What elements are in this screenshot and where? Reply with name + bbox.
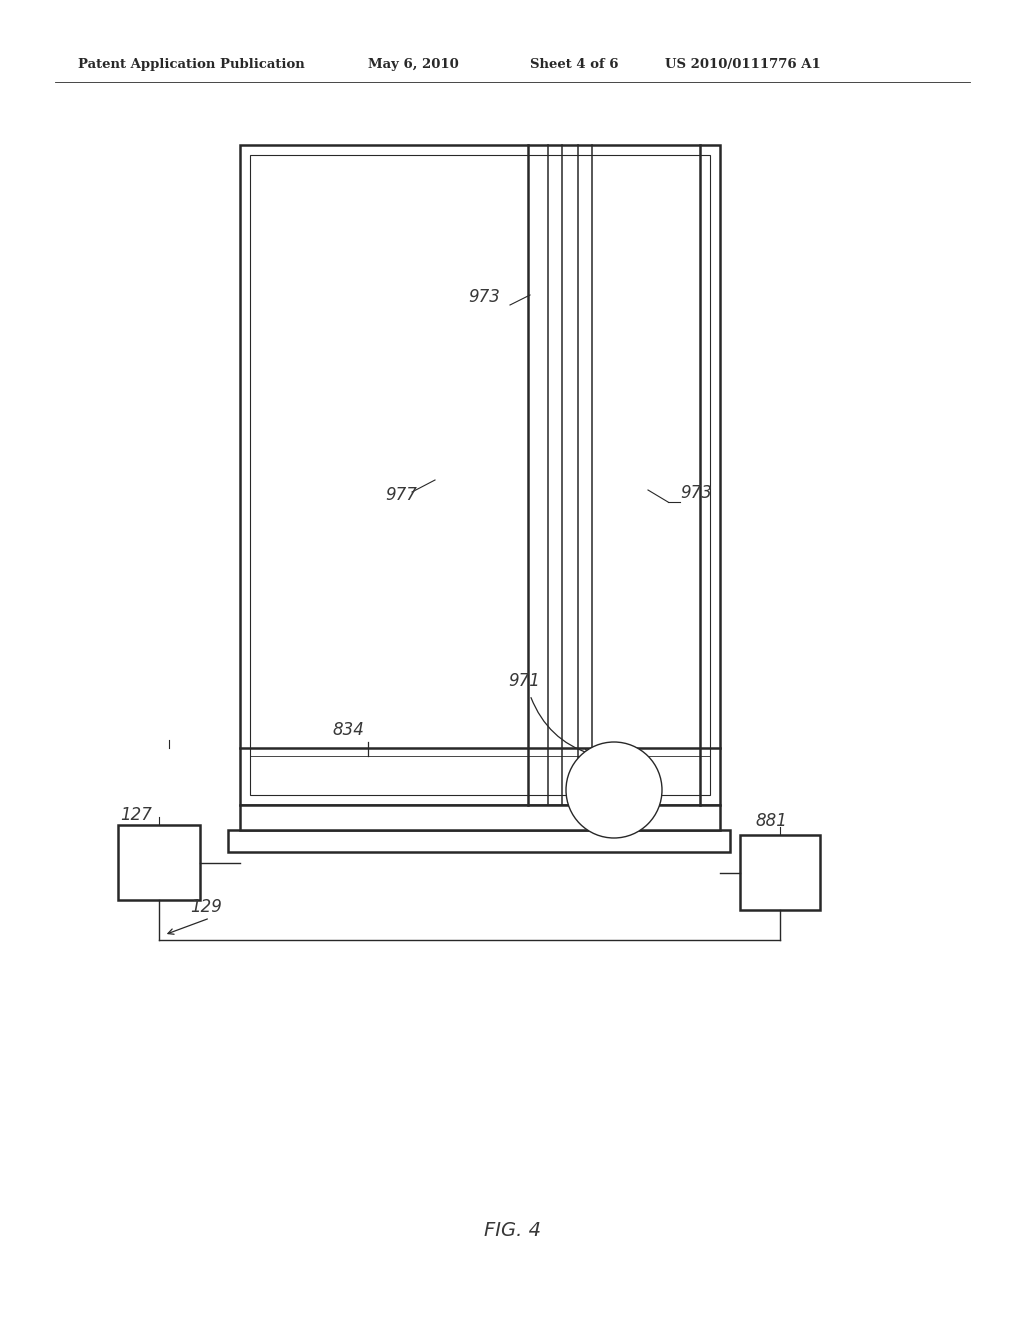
Circle shape <box>566 742 662 838</box>
Bar <box>240 145 720 805</box>
Text: 973: 973 <box>680 484 712 502</box>
Bar <box>228 830 730 851</box>
Text: May 6, 2010: May 6, 2010 <box>368 58 459 71</box>
Text: 977: 977 <box>385 486 417 504</box>
Bar <box>118 825 200 900</box>
Bar <box>740 836 820 909</box>
Bar <box>250 154 710 795</box>
Text: 973: 973 <box>468 288 500 306</box>
Text: 129: 129 <box>190 898 222 916</box>
Text: 127: 127 <box>120 807 152 824</box>
Text: 971: 971 <box>508 672 540 690</box>
Bar <box>240 805 720 830</box>
Text: 881: 881 <box>755 812 786 830</box>
Text: Patent Application Publication: Patent Application Publication <box>78 58 305 71</box>
Text: 834: 834 <box>332 721 364 739</box>
Text: Sheet 4 of 6: Sheet 4 of 6 <box>530 58 618 71</box>
Text: US 2010/0111776 A1: US 2010/0111776 A1 <box>665 58 821 71</box>
Text: FIG. 4: FIG. 4 <box>483 1221 541 1239</box>
